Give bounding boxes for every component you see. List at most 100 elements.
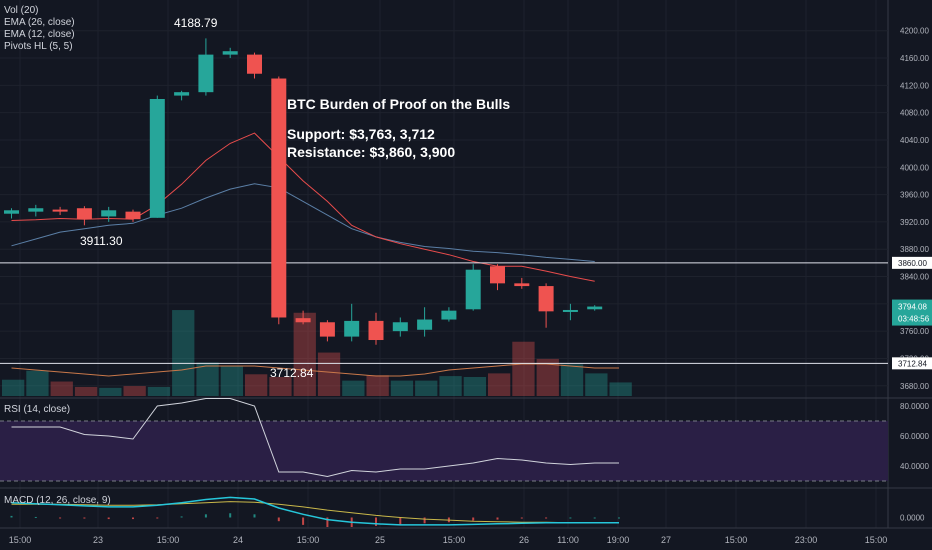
ema26-line [11,183,595,262]
candle-body [125,211,141,220]
price-tick-label: 4120.00 [900,81,929,90]
legend-ema26[interactable]: EMA (26, close) [4,17,75,28]
volume-bar [512,341,535,396]
volume-bar [390,380,414,396]
candle-body [174,92,190,96]
price-tick-label: 3880.00 [900,245,929,254]
volume-bar [147,386,171,396]
macd-histogram-bar [545,517,548,519]
volume-bar [269,377,292,396]
macd-histogram-bar [593,517,596,519]
rsi-tick-label: 80.0000 [900,402,929,411]
last-price-tag [892,299,932,326]
macd-histogram-bar [10,515,13,518]
macd-histogram-bar [496,517,499,520]
headline-support: Support: $3,763, 3,712 [287,126,435,142]
macd-histogram-bar [34,516,37,518]
pivot-high-label: 4188.79 [174,16,218,30]
macd-pane-label[interactable]: MACD (12, 26, close, 9) [4,495,111,506]
macd-line [11,496,619,526]
level-tag-3860-text: 3860.00 [898,259,927,268]
candle-body [465,269,481,310]
volume-bar [488,373,511,396]
legend-pivots[interactable]: Pivots HL (5, 5) [4,41,73,52]
pivot-low-label-mid: 3712.84 [270,366,314,380]
candle-body [490,266,505,284]
macd-histogram-bar [302,517,305,525]
time-tick-label: 15:00 [443,535,466,545]
time-tick-label: 15:00 [865,535,888,545]
time-tick-label: 23 [93,535,103,545]
rsi-line [11,398,619,478]
candle-body [514,283,530,287]
volume-bar [317,352,341,396]
rsi-band [0,421,888,481]
time-tick-label: 15:00 [297,535,320,545]
legend-ema12[interactable]: EMA (12, close) [4,29,75,40]
time-tick-label: 11:00 [557,535,579,545]
candle-body [149,99,165,218]
macd-histogram-bar [326,517,329,527]
rsi-tick-label: 60.0000 [900,432,929,441]
time-tick-label: 25 [375,535,385,545]
macd-histogram-bar [375,517,377,526]
time-tick-label: 15:00 [9,535,32,545]
macd-histogram-bar [229,513,232,518]
candle-body [538,286,554,312]
volume-bar [585,373,608,396]
volume-bar [74,386,98,396]
volume-bar [220,366,243,396]
macd-histogram-bar [180,516,183,518]
candle-body [319,322,335,337]
price-tick-label: 3960.00 [900,191,929,200]
price-tick-label: 4160.00 [900,54,929,63]
macd-histogram-bar [277,517,280,522]
rsi-pane-label[interactable]: RSI (14, close) [4,404,71,415]
candle-body [441,310,457,320]
macd-histogram-bar [423,517,426,524]
candle-body [76,208,92,220]
volume-bar [196,362,219,396]
candle-body [198,54,214,93]
candle-body [101,210,117,217]
time-tick-label: 23:00 [795,535,818,545]
volume-bar [439,376,462,396]
time-tick-label: 15:00 [157,535,180,545]
volume-bar [2,379,25,396]
level-tag-3860 [892,256,932,269]
candle-body [562,309,578,312]
headline-resistance: Resistance: $3,860, 3,900 [287,144,456,160]
headline-title: BTC Burden of Proof on the Bulls [287,96,511,112]
volume-bar [293,312,316,396]
macd-histogram-bar [204,514,207,518]
macd-histogram-bar [107,517,110,520]
candle-body [222,51,238,55]
candle-body [344,320,360,337]
legend-vol[interactable]: Vol (20) [4,5,39,16]
macd-histogram-bar [156,517,159,519]
volume-bar [26,370,49,396]
candle-body [247,54,262,74]
macd-histogram-bar [618,517,620,519]
price-tick-label: 3680.00 [900,382,929,391]
volume-bar [463,377,486,396]
candle-body [417,319,433,330]
volume-bar [609,382,632,396]
volume-bar [366,375,389,396]
level-tag-3712-text: 3712.84 [898,359,927,368]
volume-bar [50,381,73,396]
candle-body [587,306,603,310]
macd-histogram-bar [472,517,475,521]
macd-histogram-bar [520,517,523,519]
volume-bar [415,380,438,396]
time-tick-label: 15:00 [725,535,748,545]
price-tick-label: 4200.00 [900,27,929,36]
countdown-value: 03:48:56 [898,315,930,324]
price-tick-label: 4080.00 [900,109,929,118]
time-tick-label: 27 [661,535,671,545]
macd-histogram-bar [132,517,134,520]
macd-tick-label: 0.0000 [900,513,925,522]
time-tick-label: 24 [233,535,243,545]
volume-bar [536,358,559,396]
